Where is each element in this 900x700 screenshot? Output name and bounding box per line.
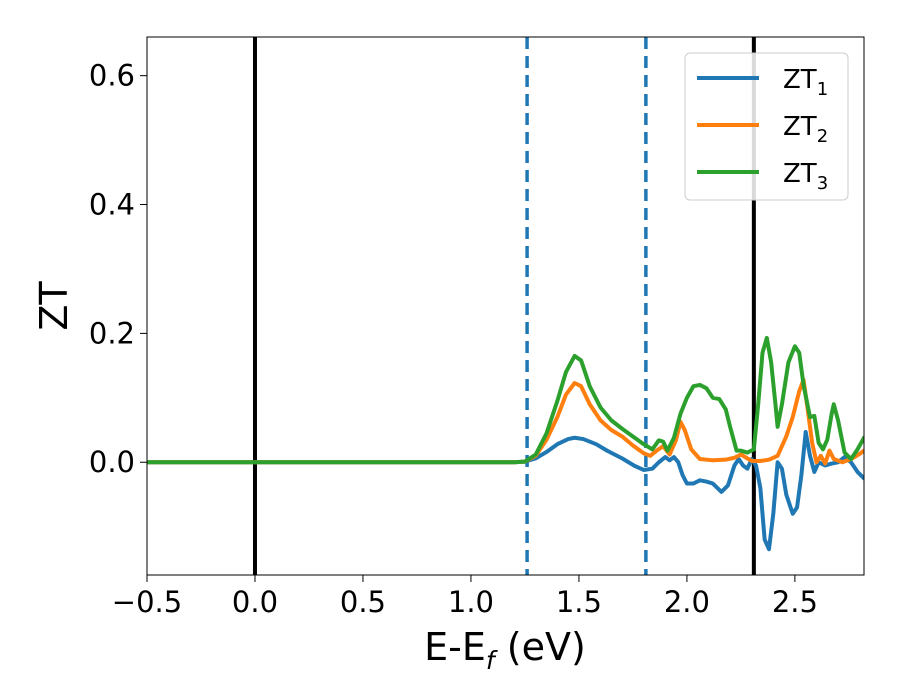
legend-label-subscript: 1 <box>817 79 828 100</box>
legend-label: ZT1 <box>783 65 828 100</box>
legend-label-base: ZT <box>783 159 817 189</box>
y-tick-label: 0.2 <box>89 316 135 350</box>
x-tick-label: 1.5 <box>556 585 602 619</box>
x-axis-title-unit: (eV) <box>495 625 586 669</box>
y-tick-label: 0.6 <box>89 59 135 93</box>
x-tick-label: 0.0 <box>232 585 278 619</box>
x-axis: −0.5 0.0 0.5 1.0 1.5 2.0 2.5 <box>112 575 818 619</box>
x-axis-title: E-Ef (eV) <box>424 625 586 675</box>
legend-label: ZT2 <box>783 112 828 147</box>
plot-frame <box>146 36 865 576</box>
x-tick-label: −0.5 <box>112 585 182 619</box>
series-line-zt3 <box>147 335 864 465</box>
series-lines <box>147 335 864 552</box>
y-tick-label: 0.0 <box>89 445 135 479</box>
legend-label: ZT3 <box>783 159 828 194</box>
x-tick-label: 2.5 <box>772 585 818 619</box>
series-line-zt1 <box>147 429 864 552</box>
x-tick-label: 2.0 <box>664 585 710 619</box>
y-tick-label: 0.4 <box>89 188 135 222</box>
legend-label-subscript: 2 <box>817 126 828 147</box>
y-axis-title: ZT <box>32 281 76 331</box>
legend-box <box>684 52 849 201</box>
x-tick-label: 1.0 <box>448 585 494 619</box>
legend-label-base: ZT <box>783 65 817 95</box>
series-line-zt2 <box>147 377 864 466</box>
legend-label-base: ZT <box>783 112 817 142</box>
y-axis: 0.0 0.2 0.4 0.6 <box>89 59 147 479</box>
x-tick-label: 0.5 <box>340 585 386 619</box>
legend-label-subscript: 3 <box>817 173 828 194</box>
x-axis-title-base: E-E <box>424 625 486 669</box>
